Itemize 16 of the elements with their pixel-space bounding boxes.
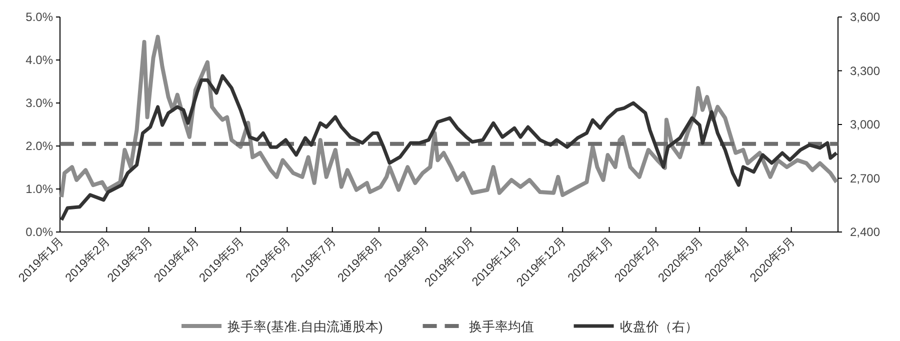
y-tick-label: 2.0% — [26, 139, 54, 153]
y2-tick-label: 3,300 — [850, 64, 880, 78]
y2-tick-label: 2,700 — [850, 171, 880, 186]
y-tick-label: 4.0% — [26, 53, 54, 67]
legend-label: 收盘价（右） — [620, 319, 698, 334]
y2-tick-label: 3,000 — [850, 118, 880, 132]
line-series — [60, 74, 838, 222]
y-tick-label: 0.0% — [26, 225, 54, 239]
legend-label: 换手率(基准.自由流通股本) — [228, 319, 383, 334]
legend-label: 换手率均值 — [468, 319, 534, 334]
y-tick-label: 5.0% — [26, 10, 54, 24]
y2-tick-label: 2,400 — [850, 225, 880, 239]
y-tick-label: 3.0% — [26, 96, 54, 110]
line-series — [60, 34, 838, 200]
y-tick-label: 1.0% — [26, 182, 54, 196]
y2-tick-label: 3,600 — [850, 10, 880, 24]
